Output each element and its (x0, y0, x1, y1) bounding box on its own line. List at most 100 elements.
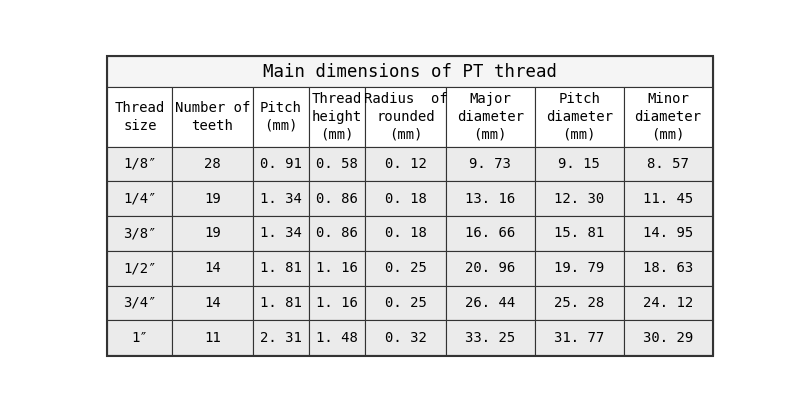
Bar (107, 320, 172, 355)
Text: 8. 57: 8. 57 (647, 157, 689, 171)
Text: 25. 28: 25. 28 (554, 296, 604, 310)
Bar (172, 320, 253, 355)
Text: 3/4″: 3/4″ (123, 296, 157, 310)
Text: 1. 81: 1. 81 (260, 296, 302, 310)
Bar (534, 181, 624, 216)
Bar (534, 87, 624, 147)
Bar (446, 251, 534, 286)
Text: 3/8″: 3/8″ (123, 226, 157, 241)
Bar (446, 216, 534, 251)
Bar (172, 181, 253, 216)
Text: Thread
height
(mm): Thread height (mm) (312, 92, 362, 142)
Text: 28: 28 (204, 157, 221, 171)
Bar (172, 251, 253, 286)
Bar (107, 216, 172, 251)
Text: 1″: 1″ (131, 330, 148, 345)
Bar (253, 147, 309, 181)
Text: 24. 12: 24. 12 (643, 296, 694, 310)
Text: 0. 18: 0. 18 (385, 226, 426, 241)
Bar (172, 286, 253, 320)
Text: 15. 81: 15. 81 (554, 226, 604, 241)
Bar (624, 181, 713, 216)
Text: 19. 79: 19. 79 (554, 261, 604, 275)
Bar (446, 181, 534, 216)
Text: 0. 86: 0. 86 (316, 192, 358, 206)
Text: 12. 30: 12. 30 (554, 192, 604, 206)
Bar (253, 251, 309, 286)
Text: 14: 14 (204, 296, 221, 310)
Bar (446, 87, 534, 147)
Bar (624, 147, 713, 181)
Text: 30. 29: 30. 29 (643, 330, 694, 345)
Bar (446, 147, 534, 181)
Text: 0. 25: 0. 25 (385, 296, 426, 310)
Bar (366, 286, 446, 320)
Text: 2. 31: 2. 31 (260, 330, 302, 345)
Bar (366, 216, 446, 251)
Bar (366, 147, 446, 181)
Text: 1. 81: 1. 81 (260, 261, 302, 275)
Text: Major
diameter
(mm): Major diameter (mm) (457, 92, 524, 142)
Bar (534, 216, 624, 251)
Bar (253, 181, 309, 216)
Text: 0. 25: 0. 25 (385, 261, 426, 275)
Text: 14. 95: 14. 95 (643, 226, 694, 241)
Text: 0. 18: 0. 18 (385, 192, 426, 206)
Text: Radius  of
rounded
(mm): Radius of rounded (mm) (363, 92, 447, 142)
Bar (624, 320, 713, 355)
Text: Minor
diameter
(mm): Minor diameter (mm) (634, 92, 702, 142)
Text: 33. 25: 33. 25 (465, 330, 515, 345)
Bar (107, 56, 713, 87)
Bar (107, 251, 172, 286)
Text: 1. 16: 1. 16 (316, 296, 358, 310)
Text: 0. 86: 0. 86 (316, 226, 358, 241)
Bar (366, 251, 446, 286)
Text: 0. 32: 0. 32 (385, 330, 426, 345)
Text: 20. 96: 20. 96 (465, 261, 515, 275)
Text: 1/2″: 1/2″ (123, 261, 157, 275)
Text: Pitch
(mm): Pitch (mm) (260, 101, 302, 133)
Bar (172, 147, 253, 181)
Bar (172, 87, 253, 147)
Text: 26. 44: 26. 44 (465, 296, 515, 310)
Bar (624, 286, 713, 320)
Text: 1/4″: 1/4″ (123, 192, 157, 206)
Text: Pitch
diameter
(mm): Pitch diameter (mm) (546, 92, 613, 142)
Bar (366, 320, 446, 355)
Text: 1. 48: 1. 48 (316, 330, 358, 345)
Bar (624, 216, 713, 251)
Bar (624, 87, 713, 147)
Text: 19: 19 (204, 226, 221, 241)
Bar (534, 320, 624, 355)
Bar (366, 87, 446, 147)
Text: 1. 34: 1. 34 (260, 192, 302, 206)
Bar (309, 181, 366, 216)
Text: 0. 58: 0. 58 (316, 157, 358, 171)
Text: 9. 15: 9. 15 (558, 157, 600, 171)
Text: 31. 77: 31. 77 (554, 330, 604, 345)
Bar (309, 251, 366, 286)
Bar (446, 320, 534, 355)
Bar (107, 87, 172, 147)
Text: 18. 63: 18. 63 (643, 261, 694, 275)
Bar (534, 286, 624, 320)
Text: 0. 91: 0. 91 (260, 157, 302, 171)
Text: 11: 11 (204, 330, 221, 345)
Bar (309, 147, 366, 181)
Text: 19: 19 (204, 192, 221, 206)
Bar (253, 320, 309, 355)
Text: 1/8″: 1/8″ (123, 157, 157, 171)
Bar (309, 320, 366, 355)
Text: 14: 14 (204, 261, 221, 275)
Text: 0. 12: 0. 12 (385, 157, 426, 171)
Bar (253, 286, 309, 320)
Text: Main dimensions of PT thread: Main dimensions of PT thread (263, 63, 557, 81)
Bar (253, 216, 309, 251)
Bar (624, 251, 713, 286)
Text: Number of
teeth: Number of teeth (174, 101, 250, 133)
Bar (534, 251, 624, 286)
Text: 13. 16: 13. 16 (465, 192, 515, 206)
Bar (366, 181, 446, 216)
Text: 9. 73: 9. 73 (470, 157, 511, 171)
Bar (107, 286, 172, 320)
